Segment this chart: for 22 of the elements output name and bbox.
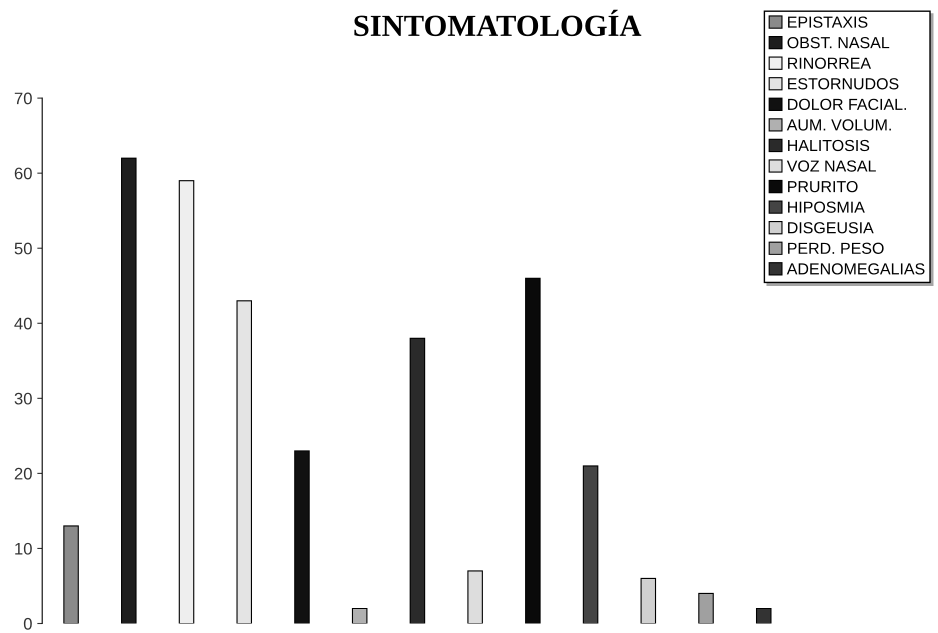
- legend-label: HALITOSIS: [788, 140, 870, 152]
- y-tick-label: 40: [14, 318, 32, 330]
- legend-label: PERD. PESO: [788, 242, 884, 254]
- legend-label: PRURITO: [788, 180, 858, 192]
- legend-label: EPISTAXIS: [788, 16, 868, 28]
- legend-label: DISGEUSIA: [788, 222, 874, 234]
- legend-label: ADENOMEGALIAS: [786, 263, 924, 275]
- legend-label: DOLOR FACIAL.: [788, 98, 906, 110]
- y-tick-label: 0: [24, 618, 32, 630]
- legend-label: VOZ NASAL: [786, 160, 876, 172]
- legend-label: AUM. VOLUM.: [786, 119, 891, 131]
- legend-label: RINORREA: [788, 58, 872, 69]
- legend-label: OBST. NASAL: [788, 37, 890, 48]
- y-tick-label: 30: [14, 392, 32, 405]
- legend-label: ESTORNUDOS: [788, 78, 898, 90]
- y-tick-label: 20: [14, 468, 32, 480]
- legend-label: HIPOSMIA: [788, 202, 865, 213]
- y-tick-label: 10: [15, 542, 32, 555]
- y-tick-label: 50: [14, 242, 32, 254]
- chart-title: SINTOMATOLOGÍA: [354, 10, 642, 36]
- y-tick-label: 70: [14, 92, 32, 104]
- y-tick-label: 60: [14, 168, 32, 180]
